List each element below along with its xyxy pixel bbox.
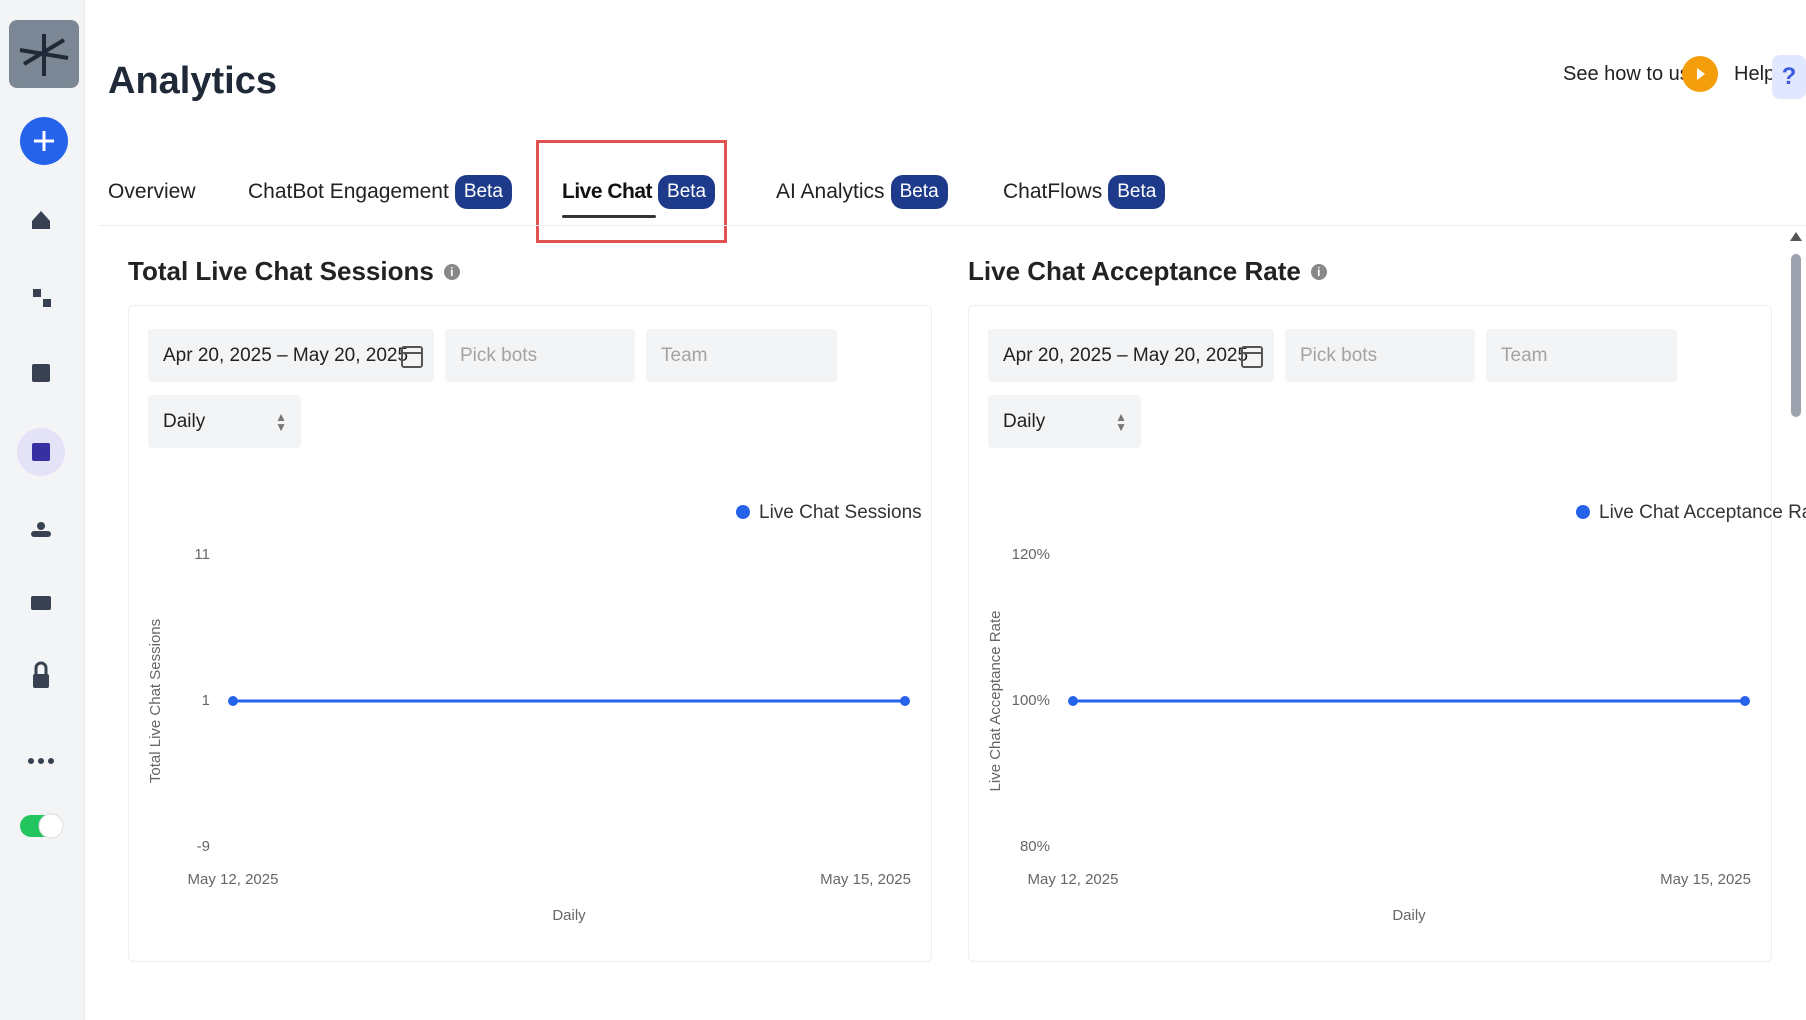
team-icon[interactable] bbox=[37, 522, 45, 530]
info-icon[interactable]: i bbox=[1310, 263, 1327, 280]
bots-placeholder: Pick bots bbox=[460, 344, 538, 366]
legend-marker bbox=[736, 505, 750, 519]
beta-badge: Beta bbox=[454, 175, 512, 209]
interval-select[interactable]: Daily ▲ ▼ bbox=[148, 395, 301, 448]
data-point[interactable] bbox=[1068, 696, 1078, 706]
bots-select[interactable]: Pick bots bbox=[1285, 329, 1475, 382]
logo-mark bbox=[19, 34, 69, 76]
beta-badge: Beta bbox=[1108, 175, 1166, 209]
analytics-icon[interactable] bbox=[32, 443, 50, 461]
page-title: Analytics bbox=[108, 60, 277, 102]
x-tick-label: May 12, 2025 bbox=[188, 871, 279, 888]
flow-icon[interactable] bbox=[33, 289, 41, 297]
chart-card: Apr 20, 2025 – May 20, 2025 Pick bots Team… bbox=[968, 305, 1806, 962]
y-tick-label: 11 bbox=[194, 546, 210, 563]
team-icon-part bbox=[31, 531, 51, 537]
lock-shackle bbox=[34, 661, 48, 675]
date-range: Apr 20, 2025 – May 20, 2025 bbox=[163, 344, 409, 366]
calendar-icon bbox=[401, 345, 423, 368]
more-dot bbox=[38, 758, 44, 764]
y-tick-label: 1 bbox=[202, 692, 210, 709]
tab[interactable]: ChatBot Engagement Beta bbox=[248, 171, 512, 213]
y-axis-label: Total Live Chat Sessions bbox=[147, 619, 164, 783]
add-icon bbox=[34, 131, 54, 151]
tab[interactable]: AI Analytics Beta bbox=[776, 171, 948, 213]
team-select[interactable]: Team bbox=[646, 329, 837, 382]
data-point[interactable] bbox=[228, 696, 238, 706]
sidebar bbox=[0, 0, 85, 1020]
toggle-knob bbox=[38, 813, 64, 839]
display-icon[interactable] bbox=[31, 596, 51, 610]
play-icon bbox=[1697, 68, 1705, 80]
panel-title-text: Live Chat Acceptance Rate bbox=[968, 256, 1301, 286]
y-axis-label: Live Chat Acceptance Rate bbox=[987, 611, 1004, 792]
y-tick-label: 120% bbox=[1012, 546, 1050, 563]
tab-divider bbox=[98, 225, 1806, 226]
inbox-icon[interactable] bbox=[32, 364, 50, 382]
scrollbar-thumb[interactable] bbox=[1791, 254, 1801, 417]
legend-label[interactable]: Live Chat Sessions bbox=[759, 502, 922, 523]
data-point[interactable] bbox=[900, 696, 910, 706]
more-dot[interactable] bbox=[28, 758, 34, 764]
tab-label: AI Analytics bbox=[776, 180, 885, 203]
legend-marker bbox=[1576, 505, 1590, 519]
tab-label: ChatBot Engagement bbox=[248, 180, 449, 203]
y-tick-label: -9 bbox=[197, 838, 210, 855]
calendar-body bbox=[1241, 345, 1263, 368]
x-tick-label: May 12, 2025 bbox=[1028, 871, 1119, 888]
tab[interactable]: Overview bbox=[108, 171, 196, 213]
panel-title: Live Chat Acceptance Rate i bbox=[968, 256, 1327, 287]
interval: Daily bbox=[1003, 410, 1046, 432]
date-range-picker[interactable]: Apr 20, 2025 – May 20, 2025 bbox=[148, 329, 434, 382]
more-dot bbox=[48, 758, 54, 764]
tab-label: ChatFlows bbox=[1003, 180, 1103, 203]
interval: Daily bbox=[163, 410, 206, 432]
interval-select[interactable]: Daily ▲ ▼ bbox=[988, 395, 1141, 448]
team-placeholder: Team bbox=[661, 344, 708, 366]
date-range: Apr 20, 2025 – May 20, 2025 bbox=[1003, 344, 1249, 366]
y-tick-label: 80% bbox=[1020, 838, 1050, 855]
data-point[interactable] bbox=[1740, 696, 1750, 706]
x-tick-label: May 15, 2025 bbox=[820, 871, 911, 888]
sidebar-icons bbox=[9, 20, 79, 839]
play-button[interactable] bbox=[1682, 56, 1718, 92]
tab[interactable]: Live Chat Beta bbox=[562, 171, 716, 218]
chart-card: Apr 20, 2025 – May 20, 2025 Pick bots Team… bbox=[128, 305, 932, 962]
x-tick-label: May 15, 2025 bbox=[1660, 871, 1751, 888]
calendar-icon bbox=[1241, 345, 1263, 368]
info-icon[interactable]: i bbox=[443, 263, 460, 280]
tab-label: Live Chat bbox=[562, 180, 657, 218]
help-link[interactable]: Help bbox=[1734, 63, 1776, 85]
beta-badge: Beta bbox=[658, 175, 716, 209]
select-arrows: ▲ ▼ bbox=[275, 409, 287, 434]
tab-label: Overview bbox=[108, 180, 196, 203]
chart: 80% 100% 120% Live Chat Acceptance Rate May … bbox=[987, 502, 1806, 924]
help-button[interactable]: ? bbox=[1772, 55, 1806, 99]
select-arrows: ▲ ▼ bbox=[1115, 409, 1127, 434]
highlight-box bbox=[536, 140, 727, 243]
home-icon[interactable] bbox=[32, 211, 50, 229]
panel-title: Total Live Chat Sessions i bbox=[128, 256, 460, 287]
bots-select[interactable]: Pick bots bbox=[445, 329, 635, 382]
beta-badge: Beta bbox=[890, 175, 948, 209]
y-tick-label: 100% bbox=[1012, 692, 1050, 709]
flow-icon-part bbox=[43, 299, 51, 307]
lock-icon[interactable] bbox=[33, 674, 49, 688]
x-axis-label: Daily bbox=[552, 907, 586, 924]
team-placeholder: Team bbox=[1501, 344, 1548, 366]
calendar-body bbox=[401, 345, 423, 368]
x-axis-label: Daily bbox=[1392, 907, 1426, 924]
team-select[interactable]: Team bbox=[1486, 329, 1677, 382]
active-underline bbox=[562, 215, 657, 218]
tab[interactable]: ChatFlows Beta bbox=[1003, 171, 1166, 213]
scroll-up[interactable] bbox=[1790, 232, 1802, 241]
legend-label[interactable]: Live Chat Acceptance Rate bbox=[1599, 502, 1806, 523]
bots-placeholder: Pick bots bbox=[1300, 344, 1378, 366]
panel-title-text: Total Live Chat Sessions bbox=[128, 256, 434, 286]
guide-link[interactable]: See how to use bbox=[1563, 63, 1701, 85]
date-range-picker[interactable]: Apr 20, 2025 – May 20, 2025 bbox=[988, 329, 1274, 382]
